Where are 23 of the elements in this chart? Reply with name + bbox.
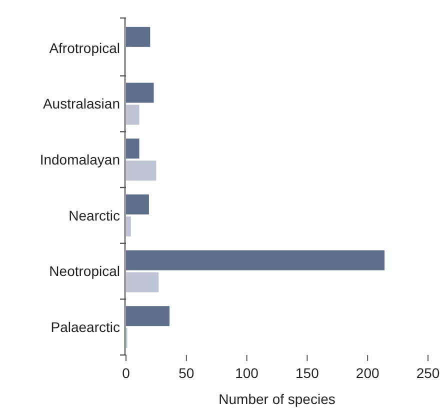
bar <box>126 216 131 236</box>
x-tick-label: 100 <box>235 365 259 381</box>
x-axis-title: Number of species <box>218 391 336 407</box>
y-tick-label: Indomalayan <box>40 151 120 168</box>
x-tick-label: 150 <box>296 365 320 381</box>
bar <box>126 26 150 47</box>
y-tick-label: Australasian <box>42 96 120 112</box>
bar <box>126 138 140 159</box>
bar <box>126 306 170 326</box>
y-tick-label: Afrotropical <box>49 40 120 56</box>
y-tick-label: Palaearctic <box>50 318 120 335</box>
bar <box>126 272 159 292</box>
bar <box>126 250 385 270</box>
bar <box>126 104 140 125</box>
y-tick-label: Nearctic <box>68 207 120 224</box>
x-tick-label: 250 <box>416 365 440 381</box>
bar <box>126 160 156 181</box>
bar <box>126 82 154 103</box>
y-tick-label: Neotropical <box>49 263 120 280</box>
x-tick-label: 0 <box>122 365 130 381</box>
x-tick-label: 200 <box>356 365 380 381</box>
x-tick-label: 50 <box>178 365 194 381</box>
bar <box>126 194 149 214</box>
